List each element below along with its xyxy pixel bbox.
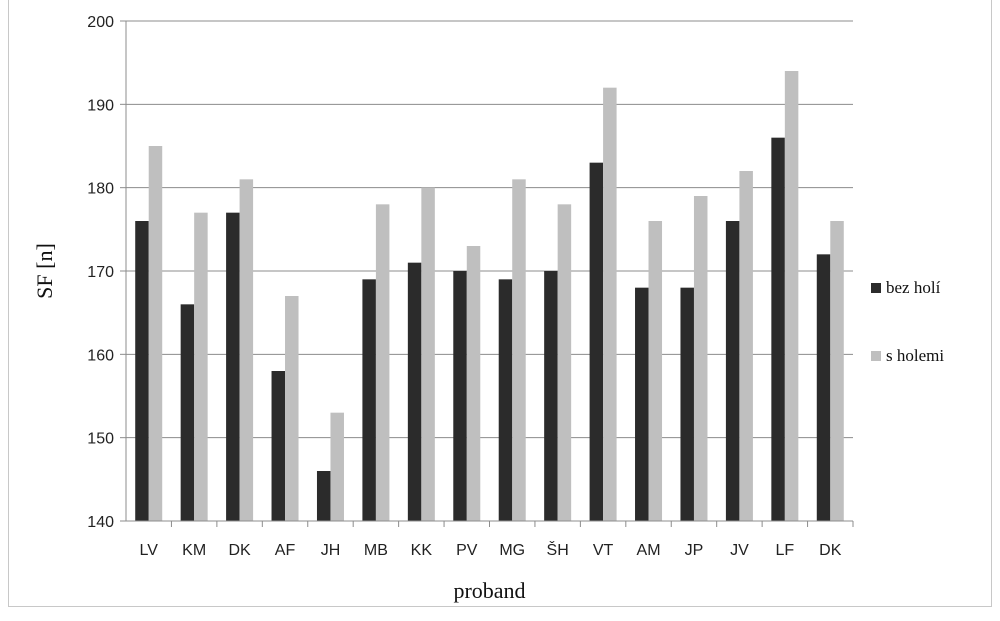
bar-s-holemi: [285, 296, 299, 521]
bar-bez-holi: [180, 304, 195, 521]
x-tick-label: MB: [364, 542, 388, 559]
x-tick-label: DK: [819, 542, 842, 559]
bar-s-holemi: [148, 146, 163, 521]
x-tick-label: JP: [685, 542, 704, 559]
bar-bez-holi: [362, 279, 376, 521]
y-tick-label: 160: [87, 347, 114, 364]
x-tick-label: JH: [321, 542, 341, 559]
x-tick-label: DK: [228, 542, 251, 559]
x-tick-label: MG: [499, 542, 525, 559]
y-tick-label: 180: [87, 181, 114, 198]
y-tick-label: 140: [87, 514, 114, 531]
bar-bez-holi: [816, 254, 831, 522]
bar-s-holemi: [739, 171, 753, 521]
bar-s-holemi: [512, 179, 526, 522]
bar-s-holemi: [784, 71, 799, 521]
bar-bez-holi: [544, 271, 558, 521]
x-tick-label: AF: [275, 542, 296, 559]
y-tick-label: 190: [87, 97, 114, 114]
y-tick-labels: 140 150 160 170 180 190 200: [87, 14, 114, 531]
bar-bez-holi: [680, 287, 694, 521]
bar-s-holemi: [194, 212, 208, 521]
bar-s-holemi: [830, 221, 844, 521]
bar-bez-holi: [725, 221, 740, 521]
bars: [135, 71, 844, 522]
x-tick-label: KK: [411, 542, 433, 559]
bar-s-holemi: [693, 196, 708, 521]
legend-swatch: [871, 283, 881, 293]
y-tick-label: 170: [87, 264, 114, 281]
x-tick-label: ŠH: [547, 540, 569, 559]
x-axis-title: proband: [453, 578, 525, 603]
x-tick-label: VT: [593, 542, 614, 559]
bar-bez-holi: [271, 371, 286, 521]
x-tick-label: LV: [140, 542, 159, 559]
bar-s-holemi: [466, 246, 481, 521]
y-axis-title: SF [n]: [32, 243, 57, 299]
x-tick-label: PV: [456, 542, 478, 559]
bar-bez-holi: [135, 221, 149, 521]
bar-s-holemi: [421, 187, 435, 521]
axes: [125, 21, 854, 527]
legend: bez holí s holemi: [871, 278, 944, 365]
legend-label: s holemi: [886, 346, 944, 365]
bar-bez-holi: [771, 137, 785, 521]
bar-s-holemi: [375, 204, 390, 522]
x-tick-label: JV: [730, 542, 749, 559]
bar-bez-holi: [407, 262, 422, 521]
legend-label: bez holí: [886, 278, 941, 297]
bar-s-holemi: [330, 412, 344, 521]
chart-frame: [8, 0, 992, 607]
bar-bez-holi: [316, 471, 331, 521]
bar-bez-holi: [498, 279, 513, 521]
x-tick-label: KM: [182, 542, 206, 559]
bar-bez-holi: [635, 287, 649, 521]
x-tick-label: LF: [776, 542, 795, 559]
x-tick-labels: LV KM DK AF JH MB KK PV MG ŠH VT AM JP JV LF DK: [140, 540, 842, 559]
bar-s-holemi: [648, 221, 663, 521]
bar-bez-holi: [453, 271, 467, 521]
legend-swatch: [871, 351, 881, 361]
y-tick-label: 150: [87, 431, 114, 448]
bar-s-holemi: [603, 87, 617, 522]
bar-bez-holi: [226, 212, 240, 521]
x-tick-label: AM: [637, 542, 661, 559]
bar-s-holemi: [239, 179, 254, 522]
bar-bez-holi: [589, 162, 604, 521]
y-tick-label: 200: [87, 14, 114, 31]
bar-s-holemi: [557, 204, 572, 522]
